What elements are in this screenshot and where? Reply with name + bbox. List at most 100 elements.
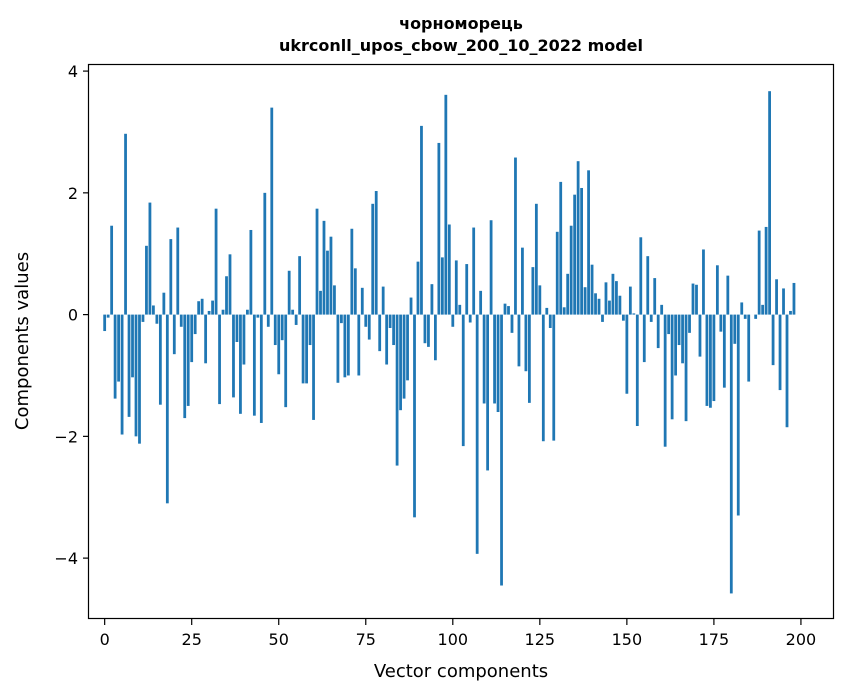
x-tick-label: 150 [612,630,643,649]
bar [424,315,427,344]
bar [695,285,698,315]
bar [291,310,294,315]
bar [309,315,312,345]
bar [249,230,252,315]
bar [159,315,162,405]
bar [114,315,117,399]
bar [180,315,183,327]
bar [166,315,169,504]
bar [302,315,305,384]
bar [775,279,778,314]
bar [333,285,336,314]
y-tick-label: −4 [54,549,78,568]
bar [713,315,716,401]
bar [142,315,145,322]
bar [347,315,350,376]
bar [368,315,371,340]
bar [117,315,120,382]
bar [740,302,743,314]
bar [538,285,541,314]
bar [542,315,545,442]
bar [218,315,221,404]
bar [124,134,127,315]
bar [744,315,747,319]
bar [765,227,768,315]
bar [410,298,413,315]
bar [253,315,256,416]
bar [789,311,792,315]
bar [580,188,583,315]
bar [646,256,649,314]
bar [274,315,277,345]
bar [204,315,207,364]
bar [305,315,308,384]
bar [660,305,663,315]
x-axis-label: Vector components [374,661,548,682]
bar [552,315,555,441]
bar [215,209,218,315]
x-tick-label: 50 [269,630,289,649]
bar [208,311,211,315]
bar [545,308,548,315]
bar [615,281,618,314]
bar [246,310,249,315]
bar [260,315,263,423]
bar [162,293,165,315]
bar [357,315,360,376]
bar [417,262,420,315]
bar [507,306,510,315]
bar [326,251,329,315]
bar [730,315,733,594]
bar [173,315,176,355]
bar [476,315,479,554]
bar [441,257,444,314]
bar [493,315,496,404]
bar [371,204,374,315]
bar [131,315,134,378]
bar [270,108,273,315]
bar [319,291,322,315]
bar [267,315,270,327]
bar [779,315,782,390]
bar [549,315,552,328]
bar [772,315,775,366]
bar [584,287,587,314]
bar [451,315,454,327]
bar [612,274,615,315]
bar [528,315,531,403]
bar [350,229,353,315]
bar [448,225,451,315]
bar [316,209,319,315]
bar [709,315,712,408]
bar [622,315,625,321]
bar [587,170,590,314]
chart-title-line-2: ukrconll_upos_cbow_200_10_2022 model [279,36,643,55]
bar [194,315,197,334]
bar [375,191,378,315]
bar [706,315,709,406]
bar [511,315,514,333]
bar [121,315,124,435]
bar [514,158,517,315]
bar [577,161,580,314]
bar [702,249,705,314]
bar [201,299,204,315]
bar [629,287,632,315]
bar [107,315,110,318]
bar [378,315,381,352]
bar [639,237,642,314]
bar [155,315,158,324]
bar [465,264,468,315]
bar [330,237,333,315]
bar [462,315,465,447]
bar [138,315,141,444]
y-tick-label: 4 [68,62,78,81]
bar [420,126,423,315]
bar [723,315,726,388]
bar [737,315,740,516]
bar [298,256,301,314]
bar [396,315,399,466]
bar [406,315,409,381]
bar [103,315,106,331]
y-axis-label: Components values [12,252,33,430]
